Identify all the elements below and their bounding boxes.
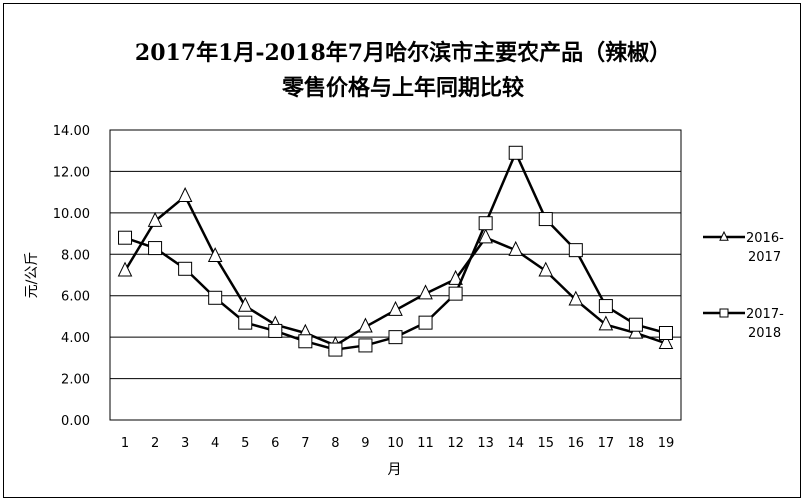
legend-label-line1: 2016- — [746, 231, 784, 246]
chart-title-line2: 零售价格与上年同期比较 — [281, 75, 524, 101]
y-tick-label: 6.00 — [61, 290, 90, 305]
data-point — [598, 315, 614, 331]
data-point — [358, 317, 373, 333]
legend-label-line2: 2017 — [748, 250, 781, 265]
y-tick-label: 8.00 — [61, 248, 90, 263]
plot-area — [109, 129, 682, 421]
x-axis-ticks: 1 2 3 4 5 6 7 8 9 10 11 12 13 14 15 16 17 18 19 — [121, 436, 674, 451]
x-tick-label: 5 — [241, 436, 249, 451]
x-tick-label: 4 — [211, 436, 219, 451]
data-point — [568, 290, 584, 306]
series-2 — [118, 145, 673, 357]
x-tick-label: 18 — [628, 436, 645, 451]
y-tick-label: 10.00 — [53, 207, 90, 222]
series-line — [123, 195, 667, 347]
x-tick-label: 1 — [121, 436, 129, 451]
data-point — [118, 230, 133, 245]
y-tick-label: 14.00 — [53, 124, 90, 139]
x-tick-label: 3 — [181, 436, 189, 451]
data-point — [598, 299, 613, 314]
y-axis-ticks: 0.00 2.00 4.00 6.00 8.00 10.00 12.00 14.00 — [53, 124, 90, 429]
x-tick-label: 16 — [568, 436, 585, 451]
data-point — [448, 286, 463, 301]
data-point — [538, 261, 554, 277]
y-tick-label: 12.00 — [53, 165, 90, 180]
data-point — [147, 211, 163, 227]
data-point — [418, 315, 433, 330]
data-point — [358, 338, 373, 353]
chart-frame — [3, 3, 801, 498]
data-point — [388, 300, 403, 316]
data-point — [238, 315, 253, 330]
x-axis-label: 月 — [388, 462, 402, 478]
x-tick-label: 10 — [387, 436, 404, 451]
legend: 2016- 2017 2017- 2018 — [703, 230, 784, 341]
chart-title-line1: 2017年1月-2018年7月哈尔滨市主要农产品（辣椒） — [134, 40, 672, 66]
y-tick-label: 0.00 — [61, 414, 90, 429]
x-tick-label: 7 — [301, 436, 309, 451]
legend-label-line1: 2017- — [746, 307, 784, 322]
legend-marker — [719, 308, 729, 318]
data-point — [328, 342, 343, 357]
x-tick-label: 17 — [598, 436, 615, 451]
series-line — [124, 151, 667, 351]
x-tick-label: 19 — [658, 436, 675, 451]
data-point — [538, 212, 553, 227]
data-point — [208, 290, 223, 305]
data-point — [388, 330, 403, 345]
x-tick-label: 2 — [151, 436, 159, 451]
y-axis-label: 元/公斤 — [24, 252, 40, 299]
data-point — [237, 296, 253, 312]
legend-entry-2: 2017- 2018 — [703, 307, 784, 341]
series-layer — [117, 145, 674, 357]
y-tick-label: 4.00 — [61, 331, 90, 346]
x-tick-label: 11 — [417, 436, 434, 451]
legend-label-line2: 2018 — [748, 326, 781, 341]
data-point — [658, 326, 673, 340]
x-tick-label: 12 — [447, 436, 464, 451]
data-point — [178, 261, 193, 276]
x-tick-label: 9 — [361, 436, 369, 451]
y-tick-label: 2.00 — [61, 373, 90, 388]
data-point — [177, 186, 193, 202]
x-tick-label: 15 — [537, 436, 554, 451]
x-tick-label: 8 — [331, 436, 339, 451]
data-point — [478, 216, 493, 231]
data-point — [508, 145, 523, 160]
data-point — [117, 261, 133, 277]
data-point — [448, 269, 463, 285]
data-point — [148, 241, 163, 256]
legend-entry-1: 2016- 2017 — [703, 230, 784, 265]
data-point — [508, 240, 524, 256]
data-point — [298, 334, 313, 349]
x-tick-label: 6 — [271, 436, 279, 451]
data-point — [268, 323, 283, 338]
data-point — [418, 284, 433, 300]
data-point — [207, 247, 223, 263]
data-point — [568, 243, 583, 258]
x-tick-label: 14 — [507, 436, 524, 451]
data-point — [628, 317, 643, 332]
data-point — [658, 334, 674, 350]
data-point — [478, 228, 493, 244]
x-tick-label: 13 — [477, 436, 494, 451]
legend-marker — [719, 230, 729, 241]
gridlines — [110, 129, 681, 421]
